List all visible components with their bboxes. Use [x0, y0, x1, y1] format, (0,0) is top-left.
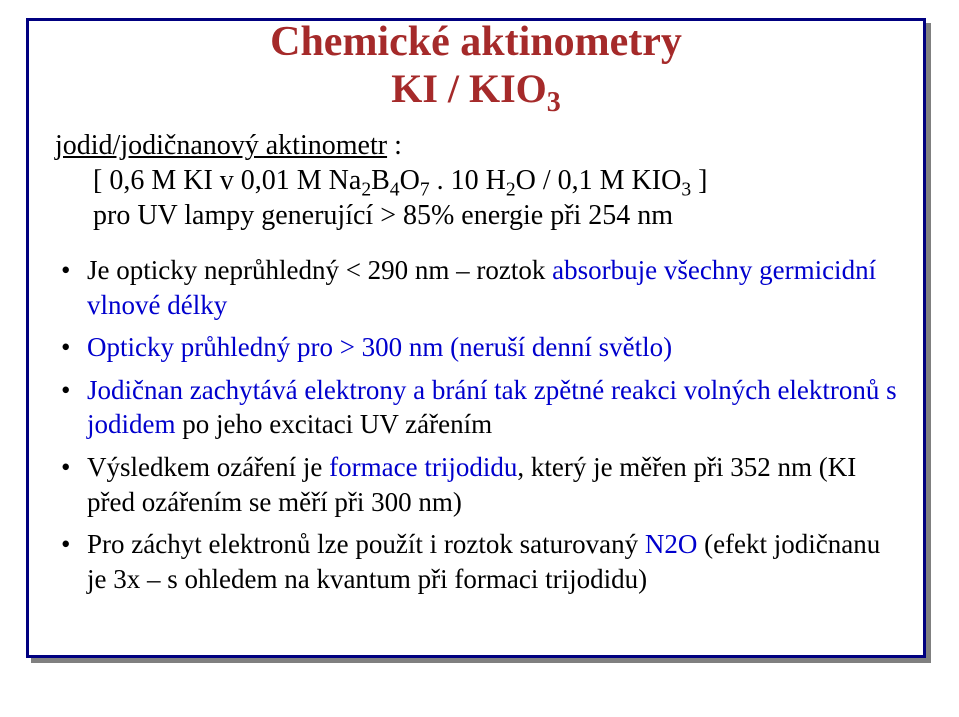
intro-l2-a: [ 0,6 M KI v 0,01 M Na — [93, 165, 361, 196]
b4-b: formace trijodidu — [329, 452, 517, 482]
intro-line2: [ 0,6 M KI v 0,01 M Na2B4O7 . 10 H2O / 0… — [55, 163, 897, 198]
intro-underlined: jodid/jodičnanový aktinometr — [55, 130, 387, 161]
bullet-1: Je opticky neprůhledný < 290 nm – roztok… — [55, 253, 897, 322]
title-main: Chemické aktinometry — [55, 18, 897, 66]
b2: Opticky průhledný pro > 300 nm (neruší d… — [87, 332, 672, 362]
b5-b: N2O — [645, 529, 698, 559]
intro-block: jodid/jodičnanový aktinometr : [ 0,6 M K… — [55, 128, 897, 233]
b5-a: Pro záchyt elektronů lze použít i roztok… — [87, 529, 645, 559]
title-block: Chemické aktinometry KI / KIO3 — [55, 18, 897, 112]
content-frame: Chemické aktinometry KI / KIO3 jodid/jod… — [26, 18, 926, 658]
title-sub: KI / KIO3 — [55, 66, 897, 112]
bullet-4: Výsledkem ozáření je formace trijodidu, … — [55, 450, 897, 519]
intro-l2-f: ] — [691, 165, 707, 196]
bullet-2: Opticky průhledný pro > 300 nm (neruší d… — [55, 330, 897, 365]
intro-l2-c: O — [400, 165, 420, 196]
intro-l2-e: O / 0,1 M KIO — [516, 165, 682, 196]
intro-l2-sub5: 3 — [681, 180, 691, 201]
b4-a: Výsledkem ozáření je — [87, 452, 329, 482]
bullet-list: Je opticky neprůhledný < 290 nm – roztok… — [55, 253, 897, 596]
title-sub-subscript: 3 — [547, 87, 561, 118]
b1-a: Je opticky neprůhledný < 290 nm – roztok — [87, 255, 552, 285]
b3-b: jodidem — [87, 409, 176, 439]
intro-line3: pro UV lampy generující > 85% energie př… — [55, 198, 897, 233]
intro-l2-d: . 10 H — [430, 165, 506, 196]
intro-colon: : — [387, 130, 402, 161]
slide: Chemické aktinometry KI / KIO3 jodid/jod… — [0, 0, 959, 717]
intro-l2-b: B — [371, 165, 390, 196]
b3-c: po jeho excitaci UV zářením — [176, 409, 493, 439]
title-sub-text: KI / KIO — [391, 66, 547, 111]
bullet-3: Jodičnan zachytává elektrony a brání tak… — [55, 373, 897, 442]
b3-a: Jodičnan zachytává elektrony a brání tak… — [87, 375, 897, 405]
bullet-5: Pro záchyt elektronů lze použít i roztok… — [55, 527, 897, 596]
